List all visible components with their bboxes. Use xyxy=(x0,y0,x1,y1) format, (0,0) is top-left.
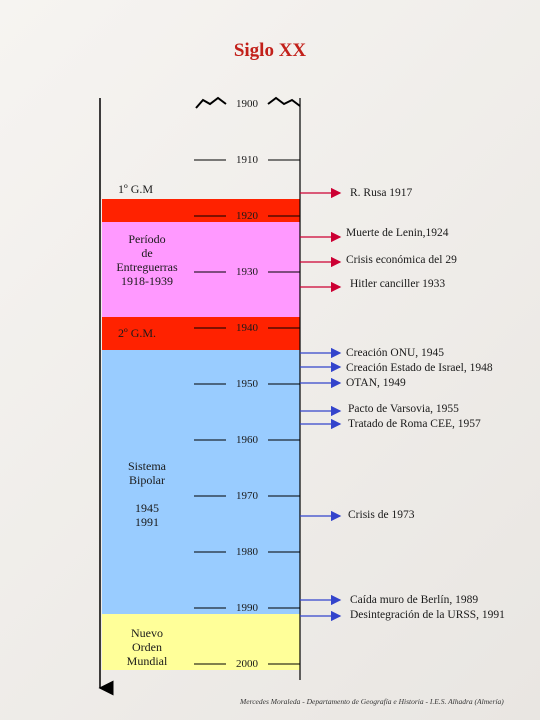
event-label: Muerte de Lenin,1924 xyxy=(346,227,449,239)
event-label: R. Rusa 1917 xyxy=(350,187,413,199)
year-label: 1990 xyxy=(236,602,258,614)
year-label: 1920 xyxy=(236,210,258,222)
period-label: Nuevo Orden Mundial xyxy=(126,626,168,668)
event-label: Creación ONU, 1945 Creación Estado de Is… xyxy=(346,347,493,389)
year-label: 1930 xyxy=(236,266,258,278)
period-block xyxy=(102,613,300,670)
break-mark-right xyxy=(267,96,301,107)
year-label: 1900 xyxy=(236,98,258,110)
period-label: Período de Entreguerras 1918-1939 xyxy=(116,232,178,288)
period-label: 2º G.M. xyxy=(118,326,157,340)
year-label: 1940 xyxy=(236,322,258,334)
event-label: Caída muro de Berlín, 1989 Desintegració… xyxy=(350,594,505,621)
period-label: 1º G.M xyxy=(118,182,154,196)
year-label: 1980 xyxy=(236,546,258,558)
period-label: Sistema Bipolar 1945 1991 xyxy=(128,459,166,529)
event-label: Pacto de Varsovia, 1955 Tratado de Roma … xyxy=(348,403,481,430)
year-label: 2000 xyxy=(236,658,258,670)
page-title: Siglo XX xyxy=(233,40,307,61)
year-label: 1910 xyxy=(236,154,258,166)
footer-credit: Mercedes Moraleda - Departamento de Geog… xyxy=(240,697,504,706)
event-label: Hitler canciller 1933 xyxy=(350,278,446,290)
year-label: 1960 xyxy=(236,434,258,446)
period-block xyxy=(102,221,300,317)
period-block xyxy=(102,350,300,614)
break-mark-left xyxy=(195,96,227,109)
event-label: Crisis de 1973 xyxy=(348,509,415,521)
period-block xyxy=(102,316,300,351)
period-block xyxy=(102,199,300,222)
year-label: 1970 xyxy=(236,490,258,502)
year-label: 1950 xyxy=(236,378,258,390)
event-label: Crisis económica del 29 xyxy=(346,254,457,266)
